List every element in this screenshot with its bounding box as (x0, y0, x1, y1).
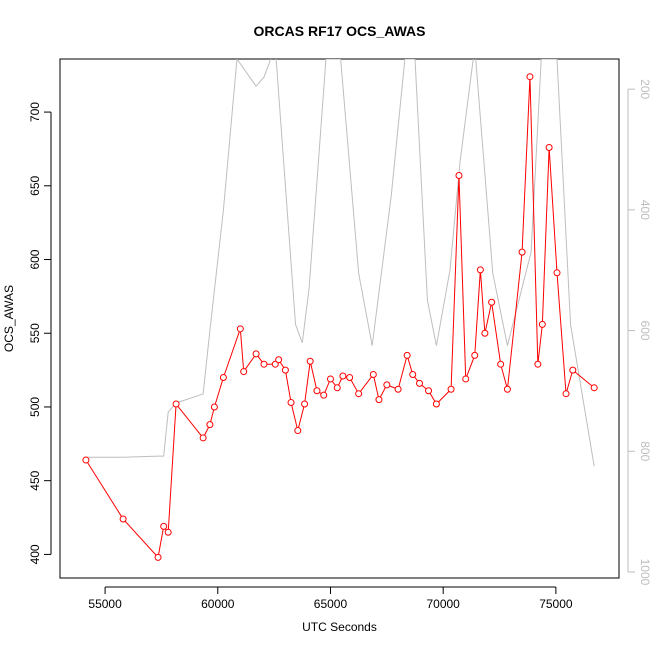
y2-tick-label: 400 (638, 200, 650, 220)
ocs-awas-point (447, 385, 455, 393)
y-axis-label: OCS_AWAS (2, 285, 16, 352)
ocs-awas-point (210, 403, 218, 411)
y-tick-label: 600 (28, 249, 42, 269)
ocs-awas-point (236, 325, 244, 333)
ocs-awas-point (260, 360, 268, 368)
ocs-awas-point (219, 373, 227, 381)
y-tick-label: 500 (28, 397, 42, 417)
ocs-awas-point (403, 351, 411, 359)
y-tick-label: 550 (28, 323, 42, 343)
y2-tick-label: 200 (638, 79, 650, 99)
secondary-series-line (85, 59, 595, 467)
y-tick-label: 450 (28, 470, 42, 490)
ocs-awas-point (369, 371, 377, 379)
x-tick-label: 55000 (88, 597, 122, 611)
ocs-awas-point (339, 372, 347, 380)
ocs-awas-point (375, 396, 383, 404)
ocs-awas-point (199, 434, 207, 442)
ocs-awas-point (425, 387, 433, 395)
ocs-awas-point (518, 248, 526, 256)
plot-frame (59, 58, 620, 579)
ocs-awas-point (301, 400, 309, 408)
ocs-awas-point (154, 553, 162, 561)
ocs-awas-point (503, 385, 511, 393)
ocs-awas-point (346, 373, 354, 381)
ocs-awas-point (383, 381, 391, 389)
ocs-awas-point (294, 427, 302, 435)
chart-title: ORCAS RF17 OCS_AWAS (254, 23, 426, 39)
ocs-awas-point (320, 391, 328, 399)
x-axis-label: UTC Seconds (302, 620, 377, 634)
series-layer (82, 59, 598, 561)
ocs-awas-point (206, 421, 214, 429)
ocs-awas-point (287, 399, 295, 407)
ocs-awas-point (306, 357, 314, 365)
ocs-awas-point (119, 515, 127, 523)
y-tick-label: 400 (28, 544, 42, 564)
ocs-awas-point (545, 143, 553, 151)
ocs-awas-point (488, 298, 496, 306)
x-axis: 55000 60000 65000 70000 75000 (88, 586, 573, 611)
ocs-awas-point (409, 371, 417, 379)
y2-tick-label: 800 (638, 441, 650, 461)
ocs-awas-point (526, 73, 534, 81)
ocs-awas-point (534, 360, 542, 368)
ocs-awas-series-line (85, 76, 595, 559)
ocs-awas-point (416, 379, 424, 387)
ocs-awas-point (471, 351, 479, 359)
y-tick-label: 700 (28, 102, 42, 122)
ocs-awas-point (553, 269, 561, 277)
x-tick-label: 70000 (426, 597, 460, 611)
ocs-awas-point (481, 329, 489, 337)
ocs-awas-point (562, 390, 570, 398)
ocs-awas-point (252, 350, 260, 358)
ocs-awas-point (455, 171, 463, 179)
ocs-awas-point (164, 528, 172, 536)
ocs-awas-point (355, 390, 363, 398)
y-tick-label: 650 (28, 175, 42, 195)
y-axis: 400 450 500 550 600 650 700 (28, 102, 52, 564)
ocs-awas-point (172, 400, 180, 408)
ocs-awas-point (82, 456, 90, 464)
ocs-awas-point (538, 320, 546, 328)
ocs-awas-point (569, 366, 577, 374)
ocs-awas-point (333, 384, 341, 392)
x-tick-label: 75000 (539, 597, 573, 611)
ocs-awas-point (394, 385, 402, 393)
ocs-awas-point (476, 266, 484, 274)
x-tick-label: 65000 (314, 597, 348, 611)
secondary-y-axis: 200 400 600 800 1000 (627, 79, 650, 586)
ocs-awas-point (432, 400, 440, 408)
ocs-awas-point (281, 366, 289, 374)
x-tick-label: 60000 (201, 597, 235, 611)
ocs-awas-point (462, 375, 470, 383)
ocs-awas-point (497, 360, 505, 368)
ocs-awas-point (313, 387, 321, 395)
ocs-awas-point (590, 384, 598, 392)
ocs-awas-point (240, 368, 248, 376)
ocs-awas-point (326, 375, 334, 383)
ocs-awas-point (160, 522, 168, 530)
y2-tick-label: 1000 (638, 559, 650, 586)
y2-tick-label: 600 (638, 321, 650, 341)
ocs-awas-point (275, 356, 283, 364)
